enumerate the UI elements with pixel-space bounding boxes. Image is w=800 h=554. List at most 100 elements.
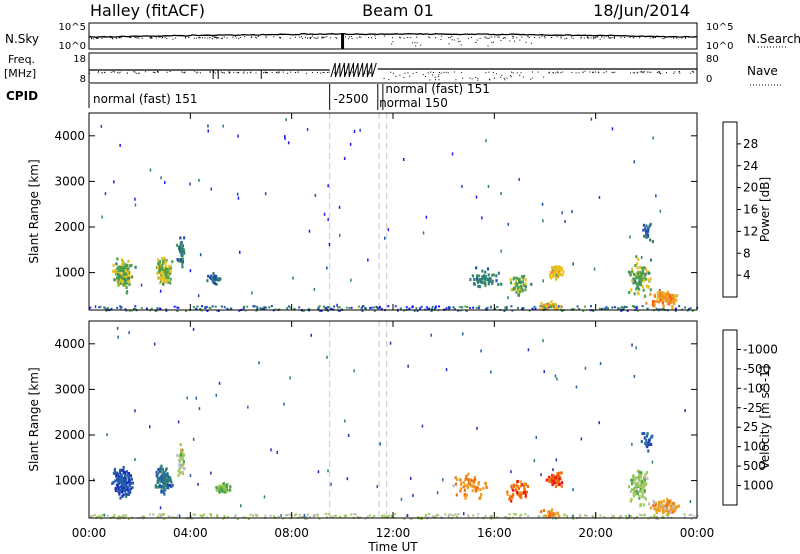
noise-cell <box>412 493 414 497</box>
echo-cell <box>225 490 228 494</box>
noise-cell <box>327 469 329 473</box>
echo-cell <box>562 270 565 274</box>
echo-cell <box>126 264 129 267</box>
echo-cell <box>545 478 548 482</box>
ground-scatter-cell <box>124 514 127 517</box>
nave-point <box>660 73 662 75</box>
noise-cell <box>199 253 202 257</box>
x-tick-label: 00:00 <box>72 526 107 540</box>
ground-scatter-cell <box>431 305 434 308</box>
echo-cell <box>555 273 558 277</box>
echo-cell <box>121 494 124 498</box>
nsearch-point <box>120 36 122 38</box>
echo-cell <box>523 490 527 494</box>
noise-cell <box>326 266 328 270</box>
ground-scatter-cell <box>362 305 365 308</box>
echo-cell <box>454 476 457 480</box>
nsearch-point <box>662 38 664 40</box>
ground-scatter-cell <box>434 515 437 518</box>
ground-scatter-cell <box>518 515 521 518</box>
echo-cell <box>636 484 639 487</box>
echo-cell <box>516 479 519 483</box>
echo-cell <box>465 474 468 478</box>
echo-cell <box>636 481 640 485</box>
echo-cell <box>167 479 170 483</box>
echo-cell <box>119 278 122 282</box>
ground-scatter-cell <box>467 514 470 517</box>
echo-cell <box>487 277 490 281</box>
echo-cell <box>159 467 162 471</box>
nave-point <box>643 71 644 73</box>
nave-point <box>346 72 348 74</box>
echo-cell <box>475 266 478 270</box>
ground-scatter-cell <box>243 305 246 308</box>
ground-scatter-cell <box>163 513 165 516</box>
nave-point <box>265 71 266 73</box>
echo-cell <box>118 492 121 496</box>
nsearch-point <box>530 42 532 44</box>
nsearch-point <box>235 37 237 39</box>
nsearch-point <box>326 36 328 38</box>
nave-point <box>673 72 675 74</box>
echo-cell <box>120 475 124 479</box>
echo-cell <box>660 295 663 299</box>
echo-cell <box>113 467 116 471</box>
nsearch-point <box>251 36 253 38</box>
noise-cell <box>635 346 637 350</box>
echo-cell <box>158 266 161 270</box>
nsearch-point <box>91 37 92 39</box>
echo-cell <box>658 509 661 513</box>
echo-cell <box>157 472 160 476</box>
echo-cell <box>640 278 643 282</box>
echo-cell <box>514 286 517 290</box>
echo-cell <box>176 258 179 261</box>
nave-point <box>598 72 600 74</box>
echo-cell <box>163 270 166 274</box>
ground-scatter-cell <box>438 305 440 308</box>
ground-scatter-cell <box>409 517 412 520</box>
ground-scatter-cell <box>616 307 619 310</box>
nsearch-point <box>527 36 529 37</box>
x-tick-label: 16:00 <box>477 526 512 540</box>
ground-scatter-cell <box>378 307 381 310</box>
ground-scatter-cell <box>572 517 575 520</box>
ground-scatter-cell <box>306 513 309 516</box>
echo-cell <box>117 477 120 481</box>
echo-cell <box>648 224 651 228</box>
echo-cell <box>180 448 183 452</box>
ground-scatter-cell <box>327 513 330 516</box>
nsearch-point <box>652 37 654 39</box>
ground-scatter-cell <box>236 518 239 520</box>
ground-scatter-cell <box>242 307 245 310</box>
ground-scatter-cell <box>690 517 693 520</box>
noise-cell <box>490 370 492 374</box>
echo-cell <box>552 272 555 276</box>
echo-cell <box>659 295 662 299</box>
nsearch-point <box>467 37 469 39</box>
echo-cell <box>555 305 559 309</box>
nave-point <box>290 71 292 73</box>
echo-cell <box>479 279 482 283</box>
echo-cell <box>158 470 161 474</box>
echo-cell <box>664 297 667 300</box>
echo-cell <box>645 471 649 474</box>
echo-cell <box>638 490 642 494</box>
colorbar-tick-label: 1000 <box>743 479 774 493</box>
echo-cell <box>162 259 165 263</box>
nave-point <box>133 71 135 73</box>
echo-cell <box>662 304 665 308</box>
echo-cell <box>480 493 483 497</box>
echo-cell <box>162 477 166 481</box>
ground-scatter-cell <box>533 305 536 308</box>
nave-point <box>399 74 401 76</box>
nsearch-point <box>204 37 206 39</box>
echo-cell <box>127 277 130 281</box>
nave-tick-label: 80 <box>706 54 719 65</box>
echo-cell <box>510 499 513 503</box>
nsearch-point <box>215 36 217 38</box>
nsearch-point <box>410 37 412 39</box>
echo-cell <box>481 275 484 279</box>
noise-cell <box>186 396 188 400</box>
ground-scatter-cell <box>373 306 376 309</box>
echo-cell <box>632 281 635 285</box>
